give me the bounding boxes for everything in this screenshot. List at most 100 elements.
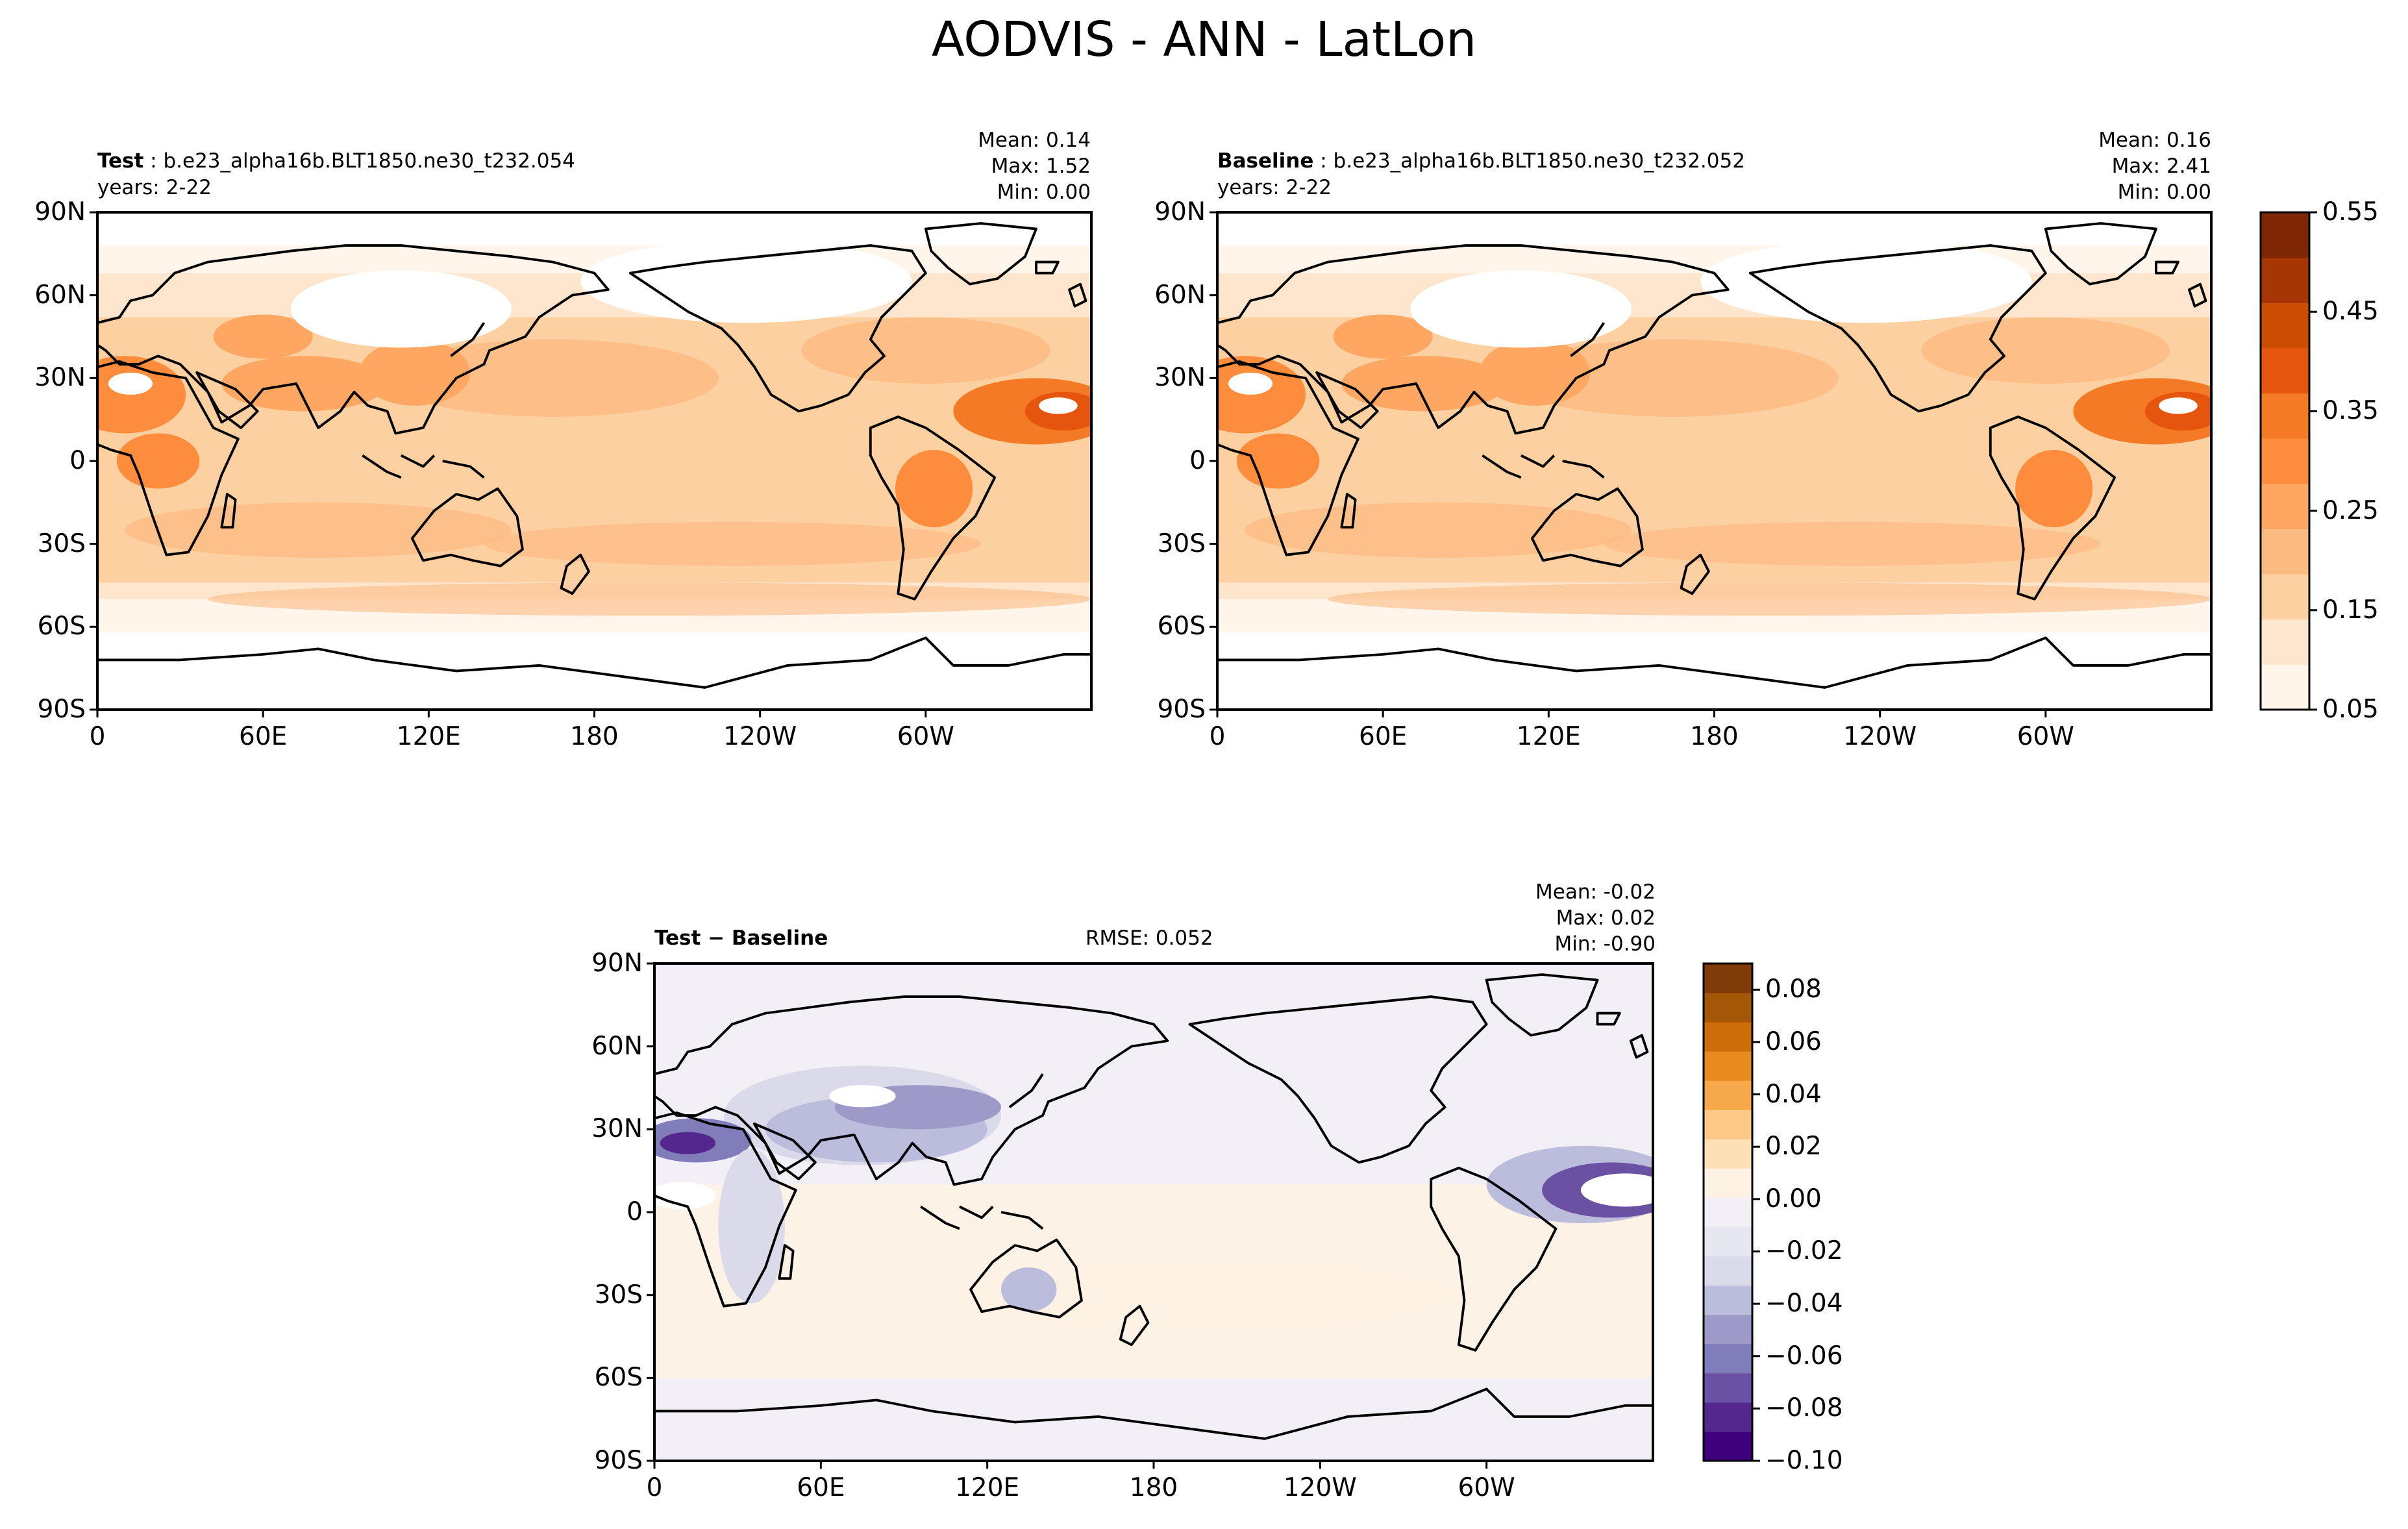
diff-colorbar-segment	[1704, 1197, 1752, 1228]
main-colorbar-segment	[2261, 303, 2309, 349]
test-stats: Mean: 0.14 Max: 1.52 Min: 0.00	[896, 127, 1091, 205]
test-map	[90, 211, 1093, 717]
diff-colorbar-segment	[1704, 1022, 1752, 1052]
baseline-lat-tick-label: 60S	[1157, 612, 1206, 641]
baseline-label: Baseline	[1217, 149, 1314, 173]
main-colorbar-segment	[2261, 438, 2309, 484]
diff-colorbar-tick-label: −0.02	[1765, 1236, 1843, 1266]
baseline-min: 0.00	[2166, 180, 2211, 204]
diff-colorbar	[1702, 962, 1760, 1462]
test-lat-tick-label: 90S	[37, 695, 86, 724]
diff-map	[647, 962, 1654, 1469]
diff-lon-tick-label: 0	[646, 1473, 663, 1502]
baseline-lon-tick-label: 120W	[1843, 722, 1917, 751]
baseline-mean: 0.16	[2166, 129, 2211, 152]
diff-colorbar-segment	[1704, 1051, 1752, 1081]
diff-lat-tick-label: 90S	[594, 1446, 643, 1475]
diff-stats: Mean: -0.02 Max: 0.02 Min: -0.90	[1461, 879, 1656, 957]
diff-colorbar-tick-label: −0.06	[1765, 1341, 1843, 1371]
diff-lat-tick-label: 60N	[591, 1031, 643, 1061]
diff-colorbar-segment	[1704, 1285, 1752, 1315]
diff-rmse: RMSE: 0.052	[1086, 926, 1213, 950]
diff-colorbar-segment	[1704, 1343, 1752, 1374]
baseline-years: years: 2-22	[1217, 176, 1332, 199]
diff-lon-tick-label: 120W	[1283, 1473, 1357, 1502]
test-field	[97, 212, 1091, 710]
baseline-lon-tick-label: 180	[1690, 722, 1739, 751]
baseline-lat-tick-label: 60N	[1154, 280, 1206, 310]
main-colorbar-frame	[2259, 211, 2311, 711]
diff-min-label: Min:	[1554, 932, 1597, 956]
test-min-label: Min:	[997, 180, 1040, 204]
main-colorbar-tick-label: 0.05	[2322, 695, 2379, 724]
test-mean: 0.14	[1045, 129, 1091, 152]
baseline-lon-tick-label: 60W	[2017, 722, 2074, 751]
baseline-case: b.e23_alpha16b.BLT1850.ne30_t232.052	[1333, 149, 1745, 173]
main-colorbar-segment	[2261, 528, 2309, 575]
diff-colorbar-segment	[1704, 993, 1752, 1023]
test-label: Test	[97, 149, 144, 173]
diff-min: -0.90	[1603, 932, 1656, 956]
baseline-header: Baseline : b.e23_alpha16b.BLT1850.ne30_t…	[1217, 149, 1745, 173]
test-lon-tick-label: 120E	[396, 722, 461, 751]
diff-colorbar-tick-label: −0.04	[1765, 1289, 1843, 1319]
test-max: 1.52	[1045, 155, 1091, 178]
diff-lon-tick-label: 180	[1129, 1473, 1178, 1502]
diff-colorbar-segment	[1704, 1110, 1752, 1139]
main-colorbar-segment	[2261, 574, 2309, 620]
test-lon-tick-label: 120W	[723, 722, 797, 751]
diff-colorbar-tick-label: 0.04	[1765, 1079, 1822, 1109]
diff-header: Test − Baseline	[654, 928, 828, 949]
baseline-map	[1210, 211, 2213, 717]
diff-max: 0.02	[1610, 906, 1656, 930]
main-colorbar-segment	[2261, 483, 2309, 529]
diff-colorbar-tick-label: 0.08	[1765, 975, 1822, 1004]
diff-max-label: Max:	[1556, 906, 1605, 930]
test-lon-tick-label: 180	[570, 722, 619, 751]
diff-colorbar-segment	[1704, 963, 1752, 993]
diff-colorbar-segment	[1704, 1139, 1752, 1169]
baseline-stats: Mean: 0.16 Max: 2.41 Min: 0.00	[2017, 127, 2211, 205]
diff-lat-tick-label: 30S	[594, 1280, 643, 1310]
diff-lon-tick-label: 120E	[955, 1473, 1020, 1502]
main-colorbar-tick-label: 0.25	[2322, 495, 2379, 525]
main-colorbar-segment	[2261, 347, 2309, 394]
diff-colorbar-tick-label: −0.10	[1765, 1446, 1843, 1475]
diff-lat-tick-label: 60S	[594, 1363, 643, 1393]
diff-colorbar-segment	[1704, 1256, 1752, 1286]
main-colorbar	[2259, 211, 2317, 711]
main-colorbar-tick-label: 0.15	[2322, 595, 2379, 625]
test-lat-tick-label: 90N	[34, 197, 86, 227]
main-colorbar-tick-label: 0.55	[2322, 197, 2379, 227]
test-lat-tick-label: 60S	[37, 612, 86, 641]
baseline-lat-tick-label: 30S	[1157, 528, 1206, 558]
main-colorbar-tick-label: 0.35	[2322, 396, 2379, 426]
figure-title: AODVIS - ANN - LatLon	[931, 12, 1477, 68]
test-lat-tick-label: 30N	[34, 363, 86, 393]
test-max-label: Max:	[991, 155, 1040, 178]
diff-colorbar-segment	[1704, 1080, 1752, 1110]
test-lat-tick-label: 30S	[37, 528, 86, 558]
diff-colorbar-segment	[1704, 1402, 1752, 1432]
test-lon-tick-label: 60W	[897, 722, 954, 751]
diff-lat-tick-label: 0	[627, 1197, 643, 1226]
main-colorbar-segment	[2261, 393, 2309, 439]
diff-lat-tick-label: 30N	[591, 1114, 643, 1144]
main-colorbar-segment	[2261, 212, 2309, 258]
main-colorbar-segment	[2261, 619, 2309, 665]
diff-colorbar-tick-label: 0.02	[1765, 1132, 1822, 1162]
test-header: Test : b.e23_alpha16b.BLT1850.ne30_t232.…	[97, 149, 575, 173]
diff-mean: -0.02	[1603, 880, 1656, 904]
diff-colorbar-tick-label: 0.00	[1765, 1184, 1822, 1213]
test-lon-tick-label: 60E	[239, 722, 288, 751]
test-mean-label: Mean:	[978, 129, 1040, 152]
baseline-min-label: Min:	[2117, 180, 2161, 204]
baseline-lat-tick-label: 0	[1189, 446, 1206, 475]
test-lat-tick-label: 0	[69, 446, 86, 475]
diff-lat-tick-label: 90N	[591, 949, 643, 978]
test-lat-tick-label: 60N	[34, 280, 86, 310]
diff-label: Test − Baseline	[654, 926, 828, 950]
diff-lon-tick-label: 60W	[1458, 1473, 1515, 1502]
main-colorbar-segment	[2261, 257, 2309, 303]
